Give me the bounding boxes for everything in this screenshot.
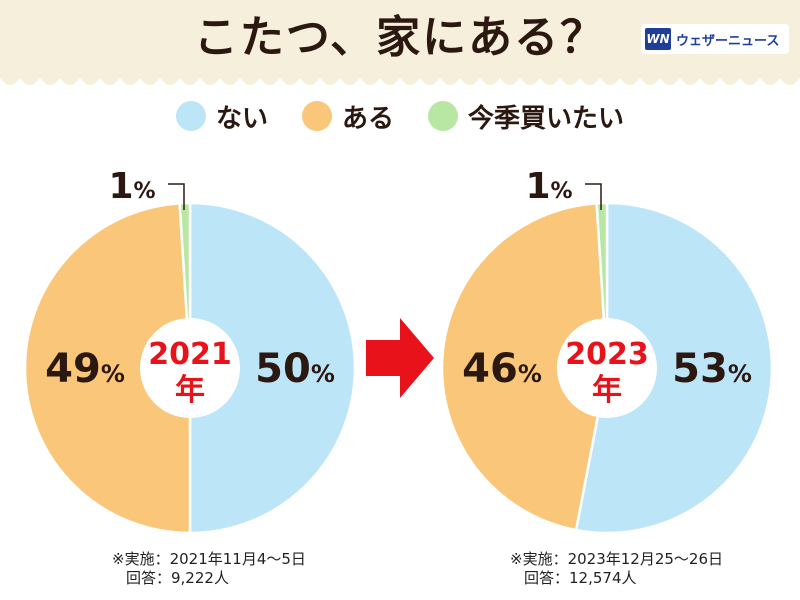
survey-note-2021: ※実施：2021年11月4～5日 回答：9,222人 (112, 550, 306, 588)
brand-badge: WN ウェザーニュース (641, 24, 789, 54)
pie-value-label-kaitai: 1% (108, 168, 155, 207)
legend-item-aru: ある (301, 98, 394, 135)
pie-year-label: 2021 (148, 337, 232, 372)
legend-label: ない (215, 103, 268, 134)
header-wave (0, 0, 800, 85)
brand-name: ウェザーニュース (676, 33, 780, 49)
pie-year-label: 2023 (565, 337, 649, 372)
header-banner: こたつ、家にある？ WN ウェザーニュース (0, 0, 800, 90)
pie-slice-aru (440, 201, 609, 532)
pie-value-label-kaitai: 1% (525, 168, 572, 207)
survey-note-2023: ※実施：2023年12月25～26日 回答：12,574人 (510, 550, 723, 588)
survey-date: ※実施：2021年11月4～5日 (112, 550, 306, 568)
pie-value-label-nai: 53% (672, 346, 752, 392)
legend: ない ある 今季買いたい (0, 96, 800, 136)
arrow-right-icon (366, 318, 434, 398)
pie-slice-nai (188, 201, 357, 535)
legend-swatch (301, 101, 332, 131)
legend-label: ある (341, 103, 394, 134)
pie-value-label-nai: 50% (255, 346, 335, 392)
pie-year-unit: 年 (175, 373, 205, 408)
pie-slice-nai (574, 201, 774, 535)
legend-item-nai: ない (175, 98, 268, 135)
pie-chart-2021: 2021年 50% 49% 1% (23, 168, 357, 535)
pie-slice-aru (23, 201, 192, 535)
legend-swatch (428, 101, 458, 131)
legend-item-kaitai: 今季買いたい (428, 98, 624, 135)
pie-year-unit: 年 (592, 373, 622, 408)
pie-chart-2023: 2023年 53% 46% 1% (440, 168, 774, 535)
legend-label: 今季買いたい (468, 103, 625, 134)
legend-swatch (175, 101, 206, 131)
header-background (0, 0, 800, 85)
survey-respondents: 回答：12,574人 (524, 569, 637, 587)
pie-leader-line (168, 183, 185, 210)
pie-center (557, 318, 657, 418)
survey-date: ※実施：2023年12月25～26日 (510, 550, 724, 568)
page-title: こたつ、家にある？ (193, 12, 607, 63)
pie-value-label-aru: 49% (45, 346, 125, 392)
pie-center (140, 318, 240, 418)
brand-logo-icon: WN (645, 28, 671, 50)
pie-value-label-aru: 46% (462, 346, 542, 392)
survey-respondents: 回答：9,222人 (126, 569, 229, 587)
pie-leader-line (585, 183, 602, 210)
